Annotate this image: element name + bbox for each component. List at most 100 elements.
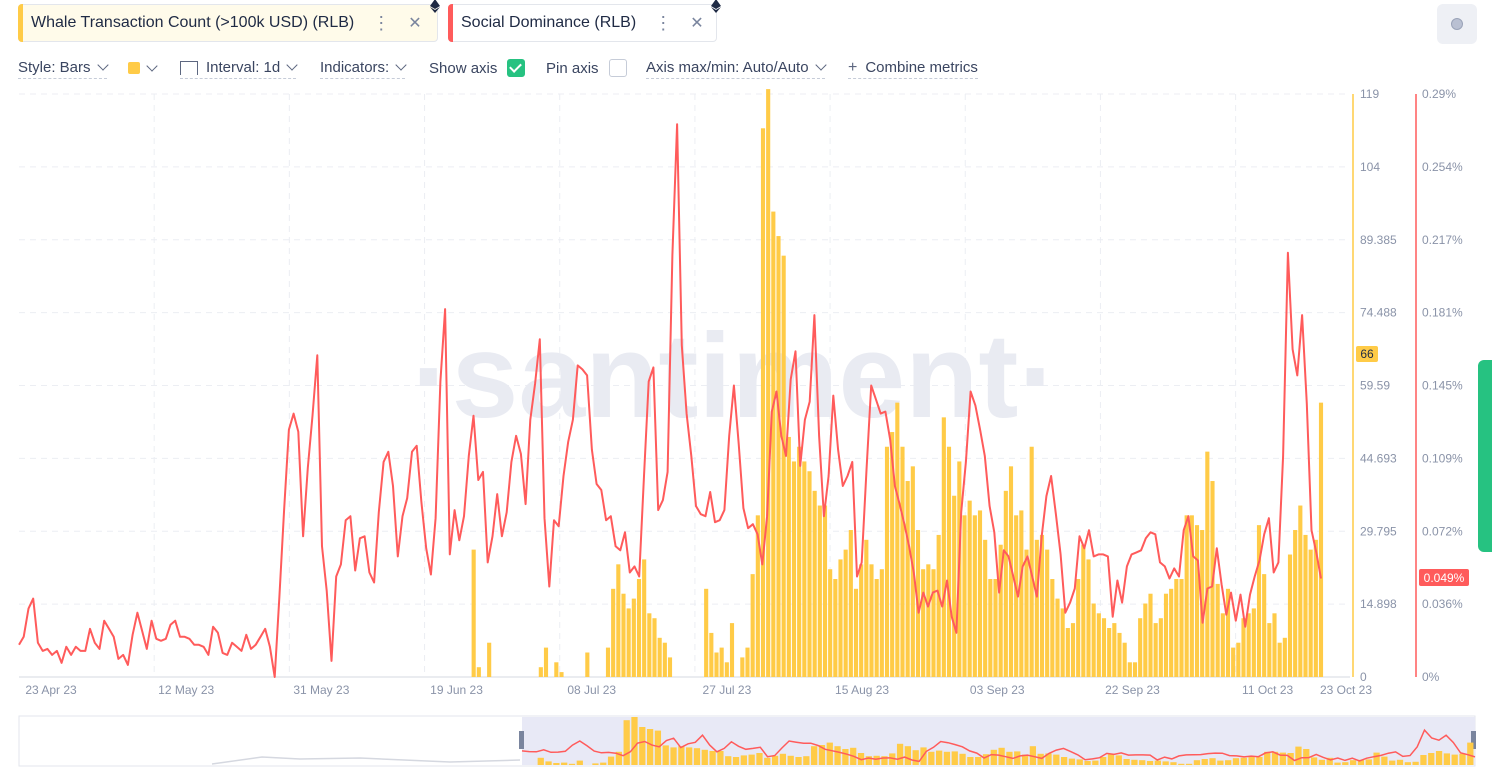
whale-bar xyxy=(1112,623,1117,677)
y-right-tick-label: 0.072% xyxy=(1422,524,1463,538)
navigator-bar xyxy=(967,757,974,765)
show-axis-toggle[interactable]: Show axis xyxy=(429,57,526,79)
navigator-bar xyxy=(1334,762,1341,765)
whale-bar xyxy=(822,505,828,677)
whale-bar xyxy=(642,559,647,677)
show-axis-checkbox[interactable] xyxy=(507,59,526,77)
x-tick-label: 03 Sep 23 xyxy=(970,683,1025,697)
whale-bar xyxy=(946,446,952,677)
navigator-bar xyxy=(1443,753,1451,765)
navigator-bar xyxy=(1310,757,1318,765)
left-axis-ticks: 119 104 89.385 74.488 59.59 44.693 29.795 14.89… xyxy=(1360,87,1397,684)
more-options-icon[interactable]: ⋮ xyxy=(654,12,673,33)
navigator-bar xyxy=(936,750,943,765)
navigator-bar xyxy=(1365,759,1372,765)
whale-bar xyxy=(1070,623,1076,677)
pin-axis-toggle[interactable]: Pin axis xyxy=(546,57,627,79)
close-icon[interactable]: ✕ xyxy=(408,15,422,32)
whale-bar xyxy=(890,432,895,677)
color-picker[interactable] xyxy=(128,57,158,79)
navigator-bar xyxy=(1326,757,1333,765)
interval-dropdown[interactable]: Interval: 1d xyxy=(180,57,298,79)
navigator-bar xyxy=(865,756,872,765)
navigator-bar xyxy=(537,757,544,765)
navigator-bar xyxy=(600,762,607,765)
navigator-bar xyxy=(1389,760,1396,765)
navigator-bar xyxy=(1178,763,1185,765)
indicators-dropdown[interactable]: Indicators: xyxy=(320,57,407,79)
navigator-history-line xyxy=(211,756,521,765)
x-tick-label: 31 May 23 xyxy=(293,683,349,697)
whale-bar xyxy=(1215,583,1220,677)
whale-bar xyxy=(1163,593,1169,677)
y-left-tick-label: 44.693 xyxy=(1360,451,1397,465)
whale-bar xyxy=(977,510,983,677)
whale-bar xyxy=(1107,628,1112,677)
whale-bar xyxy=(1076,579,1081,677)
whale-bar xyxy=(983,539,988,677)
whale-bar xyxy=(1298,505,1303,677)
whale-bar xyxy=(1303,534,1308,677)
show-axis-label: Show axis xyxy=(429,59,498,77)
navigator-bar xyxy=(1115,755,1122,765)
whale-bar xyxy=(559,672,564,677)
pin-axis-checkbox[interactable] xyxy=(608,59,627,77)
metric-color-bar xyxy=(18,4,23,42)
metric-tab-whale-transactions[interactable]: Whale Transaction Count (>100k USD) (RLB… xyxy=(18,0,440,42)
navigator-bar xyxy=(1068,758,1076,765)
whale-bar xyxy=(874,579,879,677)
combine-metrics-label: Combine metrics xyxy=(865,59,978,76)
whale-bar xyxy=(543,647,549,677)
axis-range-dropdown[interactable]: Axis max/min: Auto/Auto xyxy=(646,57,827,79)
navigator-bar xyxy=(1428,753,1435,765)
close-icon[interactable]: ✕ xyxy=(690,15,704,32)
navigator-bar xyxy=(1287,753,1294,765)
whale-bar xyxy=(1272,613,1277,677)
navigator-bar xyxy=(795,757,802,765)
whale-bar xyxy=(1262,574,1267,677)
navigator-bar xyxy=(1006,751,1013,765)
whale-bar xyxy=(1091,603,1096,677)
navigator-bar xyxy=(1209,758,1216,765)
navigator-bar xyxy=(607,756,615,765)
settings-button[interactable] xyxy=(1437,4,1477,44)
whale-bar xyxy=(776,236,781,678)
navigator-bar xyxy=(1170,762,1177,765)
whale-bar xyxy=(967,500,972,677)
whale-bar xyxy=(1024,549,1029,677)
range-navigator[interactable] xyxy=(18,715,1476,767)
navigator-bar xyxy=(561,762,568,765)
style-dropdown[interactable]: Style: Bars xyxy=(18,57,109,79)
metric-tab-social-dominance[interactable]: Social Dominance (RLB) ⋮ ✕ xyxy=(448,0,721,42)
navigator-handle-left[interactable] xyxy=(519,731,524,749)
whale-bar xyxy=(709,632,714,677)
navigator-bar xyxy=(654,730,662,765)
x-tick-label: 11 Oct 23 xyxy=(1242,683,1293,697)
navigator-bar xyxy=(1295,746,1302,765)
combine-metrics-button[interactable]: + Combine metrics xyxy=(848,57,978,79)
side-panel-tab[interactable] xyxy=(1478,360,1492,552)
whale-bar xyxy=(802,461,807,677)
whale-bar xyxy=(1158,618,1163,677)
whale-bar xyxy=(879,569,884,677)
more-options-icon[interactable]: ⋮ xyxy=(372,12,391,33)
whale-bar xyxy=(1014,515,1019,677)
whale-bar xyxy=(807,471,812,677)
whale-bar xyxy=(760,128,766,677)
whale-bar xyxy=(652,618,657,677)
navigator-bar xyxy=(982,754,990,765)
navigator-handle-right[interactable] xyxy=(1471,731,1476,749)
whale-bar xyxy=(487,642,492,677)
navigator-bar xyxy=(639,727,646,765)
navigator-bar xyxy=(1248,757,1255,765)
whale-bar xyxy=(833,579,838,677)
whale-bar xyxy=(724,662,729,677)
whale-bar xyxy=(952,495,957,677)
whale-bar xyxy=(1231,647,1236,677)
navigator-bar xyxy=(1396,759,1404,765)
navigator-bar xyxy=(896,743,904,765)
navigator-bar xyxy=(1318,759,1326,765)
y-right-tick-label: 0.254% xyxy=(1422,160,1463,174)
navigator-bar xyxy=(1357,759,1365,765)
